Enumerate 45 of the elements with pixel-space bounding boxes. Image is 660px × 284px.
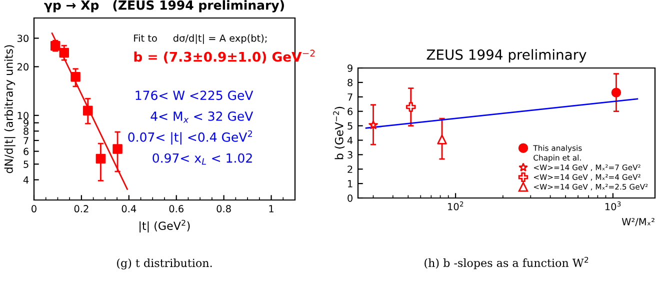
y-tick-label: 20 [17,63,28,71]
y-tick-label: 5 [24,160,28,168]
x-tick-label: 0 [32,205,36,212]
y-tick-label: 10 [18,112,28,120]
text: (h) b -slopes as a function W$^{2}$ [424,256,588,270]
y-tick-label: 9 [348,64,352,72]
point [70,72,80,82]
annotation: 0.97< x$_{L}$ < 1.02 [152,153,252,165]
annotation: 0.07< |t| <0.4 GeV$^{2}$ [128,130,252,145]
y-tick-label: 9 [24,119,28,127]
x-tick-label: 10$^{2}$ [448,201,464,210]
y-tick-label: 8 [348,78,352,86]
point [96,154,106,164]
x-axis-title: W²/Mₓ² [622,218,654,226]
x-tick-label: 10$^{3}$ [605,201,621,210]
text: (g) t distribution. [117,258,212,270]
y-axis-title: dN/d|t| (arbitrary units) [4,45,16,174]
x-axis-title: |t| (GeV$^{2}$) [140,220,190,232]
point [83,106,93,116]
x-tick-label: 0.2 [74,205,88,212]
y-tick-label: 6 [24,148,29,156]
y-tick-label: 3 [348,151,352,158]
chart-title: γp → Xp (ZEUS 1994 preliminary) [44,0,284,12]
annotation: 4< M$_{x}$ < 32 GeV [150,111,254,123]
y-tick-label: 1 [348,180,352,188]
chart-title: ZEUS 1994 preliminary [426,49,586,63]
x-tick-label: 0.8 [216,205,231,212]
y-tick-label: 2 [348,166,352,173]
x-tick-label: 0.4 [122,205,136,212]
annotation: 176< W <225 GeV [136,90,254,100]
y-tick-label: 0 [348,194,352,202]
annotation: Fit to dσ/d|t| = A exp(bt); [134,34,267,44]
y-tick-label: 4 [23,176,29,184]
y-tick-label: 8 [24,128,28,135]
x-tick-label: 0.6 [169,205,184,212]
y-tick-label: 6 [348,108,353,116]
y-tick-label: 7 [348,93,352,101]
y-tick-label: 7 [24,137,28,144]
y-tick-label: 30 [18,34,28,42]
y-axis-title: b (GeV$^{−2}$) [333,106,345,160]
y-tick-label: 5 [348,122,352,130]
y-tick-label: 4 [347,136,353,144]
point [112,144,122,154]
x-tick-label: 1 [269,205,274,212]
point [59,48,69,58]
